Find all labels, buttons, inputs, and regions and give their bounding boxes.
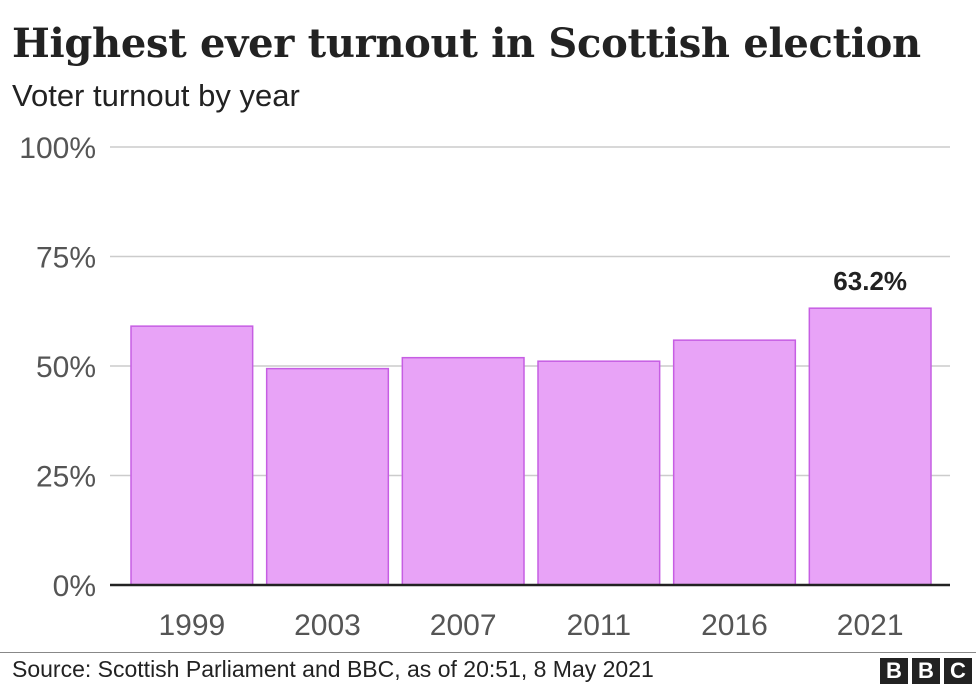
y-tick-label: 0% bbox=[53, 570, 96, 603]
y-tick-label: 50% bbox=[36, 351, 96, 384]
y-tick-label: 75% bbox=[36, 242, 96, 275]
bbc-logo-letter: B bbox=[880, 658, 908, 684]
source-note: Source: Scottish Parliament and BBC, as … bbox=[12, 656, 654, 682]
footer-divider bbox=[0, 652, 976, 653]
bar bbox=[808, 307, 932, 586]
bbc-logo-letter: C bbox=[944, 658, 972, 684]
x-tick-label: 2021 bbox=[837, 609, 904, 642]
chart-title: Highest ever turnout in Scottish electio… bbox=[12, 20, 921, 67]
bbc-logo: B B C bbox=[880, 658, 972, 684]
bar bbox=[672, 339, 797, 586]
chart-subtitle: Voter turnout by year bbox=[12, 78, 300, 113]
data-label: 63.2% bbox=[833, 266, 907, 296]
x-tick-label: 2011 bbox=[567, 609, 632, 642]
bar-chart: 0% 25% 50% 75% 100% 1999 2003 2007 2011 2016 2021 6… bbox=[19, 132, 950, 642]
x-tick-label: 1999 bbox=[158, 609, 225, 642]
bar bbox=[265, 367, 390, 586]
x-tick-label: 2016 bbox=[701, 609, 768, 642]
bar bbox=[130, 325, 254, 586]
bar bbox=[401, 356, 525, 586]
bbc-logo-letter: B bbox=[912, 658, 940, 684]
y-tick-label: 25% bbox=[36, 461, 96, 494]
x-tick-label: 2003 bbox=[294, 609, 361, 642]
bar bbox=[537, 360, 661, 586]
y-tick-label: 100% bbox=[19, 132, 96, 165]
x-tick-label: 2007 bbox=[430, 609, 497, 642]
